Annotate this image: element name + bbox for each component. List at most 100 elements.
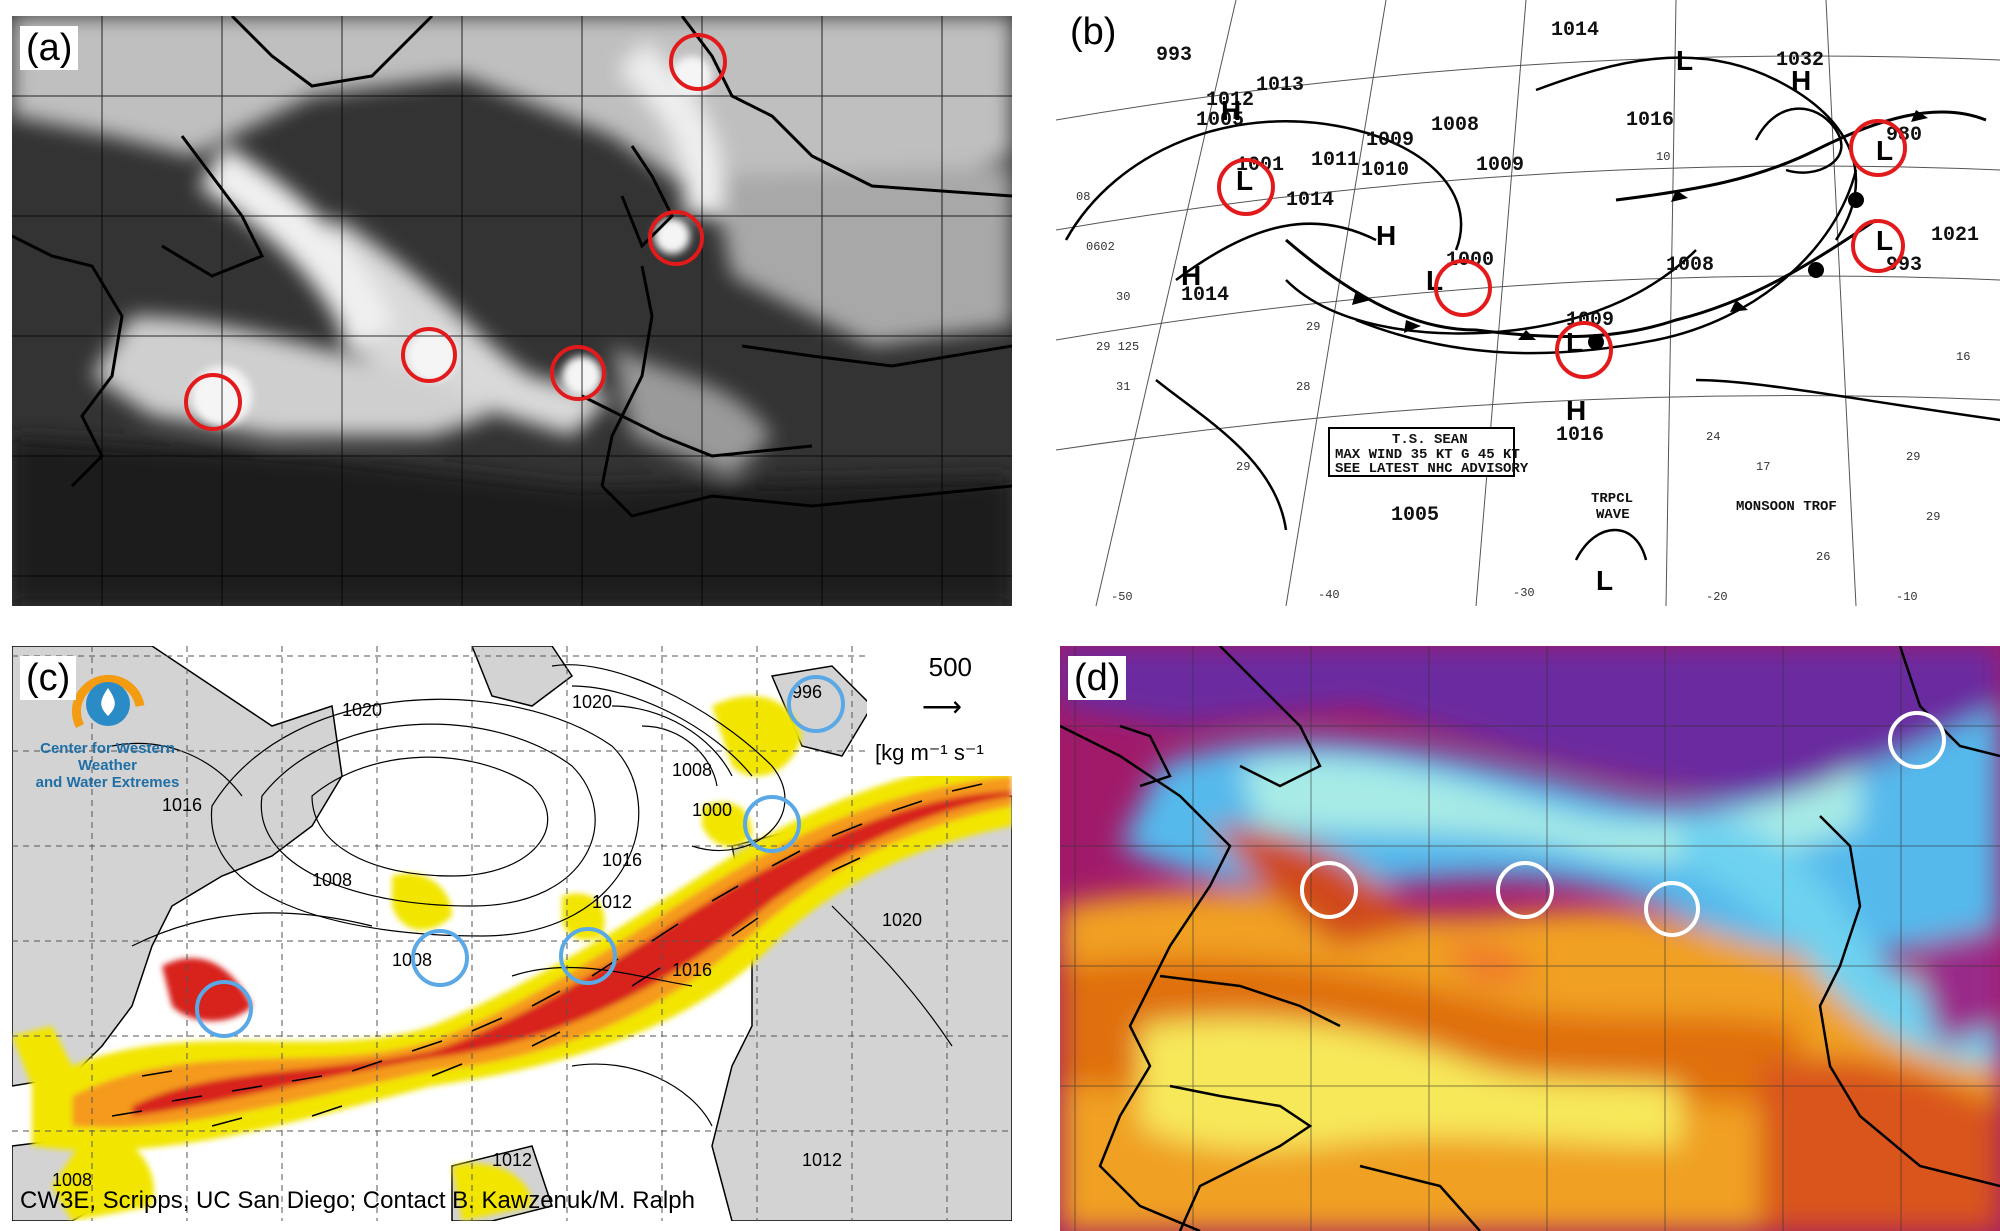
pressure-label: 1016 [1556, 424, 1604, 447]
cw3e-logo: Center for Western Weather and Water Ext… [20, 656, 195, 791]
svg-text:-30: -30 [1513, 586, 1535, 600]
svg-text:29: 29 [1236, 460, 1250, 474]
svg-text:-20: -20 [1706, 590, 1728, 604]
storm-circle-3 [1555, 321, 1613, 379]
svg-text:H: H [1376, 220, 1396, 251]
pressure-label: 1010 [1361, 159, 1409, 182]
graticule [1056, 0, 2000, 606]
cw3e-logo-icon [71, 674, 145, 729]
svg-text:30: 30 [1116, 290, 1130, 304]
svg-text:SEE LATEST NHC ADVISORY: SEE LATEST NHC ADVISORY [1335, 461, 1529, 477]
storm-circles [1300, 711, 1946, 937]
pressure-label: 1009 [1366, 129, 1414, 152]
svg-text:1008: 1008 [52, 1170, 92, 1190]
svg-text:1012: 1012 [802, 1150, 842, 1170]
pressure-label: 1014 [1286, 189, 1334, 212]
svg-text:-40: -40 [1318, 588, 1340, 602]
svg-text:10: 10 [1656, 150, 1670, 164]
svg-text:1020: 1020 [572, 692, 612, 712]
svg-text:1008: 1008 [672, 760, 712, 780]
pressure-label: 1014 [1551, 19, 1599, 42]
satellite-image [12, 16, 1012, 606]
pressure-label: 1032 [1776, 49, 1824, 72]
storm-circle-2 [411, 929, 469, 987]
storm-circles [195, 675, 845, 1038]
svg-text:L: L [1596, 565, 1613, 596]
storm-circles [1217, 119, 1907, 379]
svg-text:T.S. SEAN: T.S. SEAN [1392, 432, 1468, 448]
pressure-label: 1013 [1256, 74, 1304, 97]
svg-text:WAVE: WAVE [1596, 507, 1630, 523]
storm-circle-2 [401, 327, 457, 383]
panel-d-label: (d) [1068, 656, 1127, 700]
pressure-label: 1016 [1626, 109, 1674, 132]
pressure-label: 993 [1156, 44, 1192, 67]
credit-text: CW3E, Scripps, UC San Diego; Contact B. … [20, 1187, 695, 1214]
svg-text:L: L [1676, 45, 1693, 76]
pressure-label: 1009 [1566, 309, 1614, 332]
pressure-label: 1014 [1181, 284, 1229, 307]
svg-text:L: L [1876, 135, 1893, 166]
pressure-contours [111, 664, 953, 1127]
svg-text:1008: 1008 [312, 870, 352, 890]
coastlines [1060, 646, 2000, 1231]
panel-b-surface-analysis: 993 1012 1013 1005 1001 1011 1009 1008 1… [1056, 0, 2000, 606]
svg-text:996: 996 [792, 682, 822, 702]
lat-lon-grid [12, 646, 1012, 1221]
svg-text:H: H [1181, 260, 1201, 291]
panel-a-satellite: (a) [12, 16, 1012, 606]
vector-legend: 500 ⟶ [kg m⁻¹ s⁻¹ [867, 646, 1012, 776]
svg-text:31: 31 [1116, 380, 1130, 394]
svg-text:24: 24 [1706, 430, 1720, 444]
storm-circle-5 [669, 33, 727, 91]
svg-text:26: 26 [1816, 550, 1830, 564]
svg-text:-10: -10 [1896, 590, 1918, 604]
pressure-label: 1021 [1931, 224, 1979, 247]
svg-text:H: H [1791, 65, 1811, 96]
storm-circle-1 [1300, 861, 1358, 919]
longitude-labels: -50 -40 -30 -20 -10 [1111, 586, 1918, 604]
svg-text:29: 29 [1926, 510, 1940, 524]
ivt-vectors [111, 783, 983, 1127]
svg-text:29 125: 29 125 [1096, 340, 1139, 354]
contour-labels: 1020 1020 1016 1008 1000 996 1016 1008 1… [52, 682, 922, 1190]
pressure-label: 1011 [1311, 149, 1359, 172]
svg-text:L: L [1566, 327, 1583, 358]
svg-text:1016: 1016 [672, 960, 712, 980]
pressure-label: 993 [1886, 254, 1922, 277]
surface-analysis-chart: 993 1012 1013 1005 1001 1011 1009 1008 1… [1056, 0, 2000, 606]
svg-text:1000: 1000 [692, 800, 732, 820]
svg-text:29: 29 [1906, 450, 1920, 464]
vector-legend-arrow-icon: ⟶ [921, 691, 962, 722]
pressure-centers: H H H H H L L L L L L L [1181, 45, 1893, 596]
storm-circle-1 [195, 980, 253, 1038]
svg-text:TRPCL: TRPCL [1591, 491, 1633, 507]
svg-text:0602: 0602 [1086, 240, 1115, 254]
svg-text:1012: 1012 [592, 892, 632, 912]
advisory-box: T.S. SEAN MAX WIND 35 KT G 45 KT SEE LAT… [1328, 427, 1529, 477]
station-plots: 08 0602 30 29 125 31 29 28 29 24 17 29 29 26 16 10 [1076, 150, 1970, 564]
svg-text:MAX WIND 35 KT G 45 KT: MAX WIND 35 KT G 45 KT [1335, 447, 1520, 463]
vector-legend-unit: [kg m⁻¹ s⁻¹ [875, 740, 984, 765]
svg-text:29: 29 [1306, 320, 1320, 334]
pressure-label: 1008 [1431, 114, 1479, 137]
pressure-label: 1008 [1666, 254, 1714, 277]
cw3e-name: Center for Western Weather and Water Ext… [35, 740, 180, 791]
svg-text:1016: 1016 [162, 795, 202, 815]
storm-circle-4 [1888, 711, 1946, 769]
moisture-image [1060, 646, 2000, 1231]
storm-circle-3 [1644, 881, 1700, 937]
ivt-map: 1020 1020 1016 1008 1000 996 1016 1008 1… [12, 646, 1012, 1221]
svg-text:H: H [1566, 395, 1586, 426]
panel-c-label: (c) [20, 656, 77, 700]
panel-a-label: (a) [20, 26, 79, 70]
storm-circle-1 [1217, 158, 1275, 216]
svg-text:H: H [1221, 95, 1241, 126]
panel-c-ivt-analysis: 1020 1020 1016 1008 1000 996 1016 1008 1… [12, 646, 1012, 1221]
storm-circle-2 [1496, 861, 1554, 919]
svg-text:17: 17 [1756, 460, 1770, 474]
svg-text:28: 28 [1296, 380, 1310, 394]
svg-text:1020: 1020 [342, 700, 382, 720]
storm-circle-4 [1849, 119, 1907, 177]
monsoon-trough-label: MONSOON TROF [1736, 499, 1837, 515]
